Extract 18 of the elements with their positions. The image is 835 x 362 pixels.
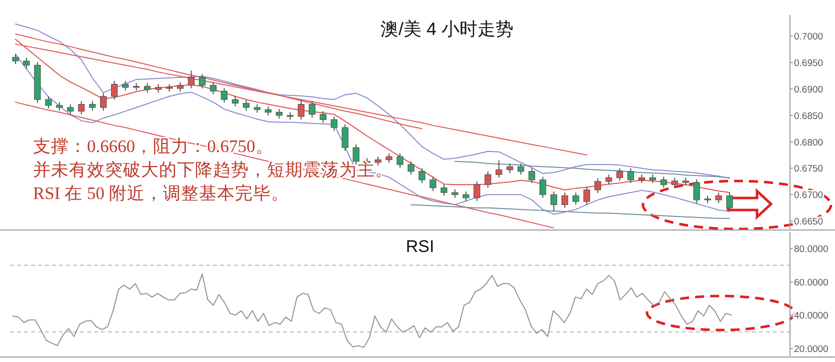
annotation: RSI 在 50 附近，调整基本完毕。 [33,183,289,203]
y-tick-label: 0.6800 [794,137,824,148]
y-tick-label: 0.7000 [794,32,824,43]
y-tick-label: 60.0000 [794,277,828,288]
y-tick-label: 20.0000 [794,344,828,356]
chart-title: RSI [406,237,434,256]
y-tick-label: 0.6700 [794,190,824,202]
line-series [410,204,730,219]
y-tick-label: 80.0000 [794,244,828,256]
line-series [14,54,730,215]
y-tick-label: 40.0000 [794,310,828,322]
y-tick-label: 0.6750 [794,164,824,175]
chart-title: 澳/美 4 小时走势 [380,19,514,39]
y-tick-label: 0.6850 [794,110,824,122]
annotation: 支撑：0.6660，阻力：0.6750。 [33,136,274,156]
line-series [12,273,732,348]
y-tick-label: 0.6900 [794,84,824,96]
y-tick-label: 0.6950 [794,58,824,70]
